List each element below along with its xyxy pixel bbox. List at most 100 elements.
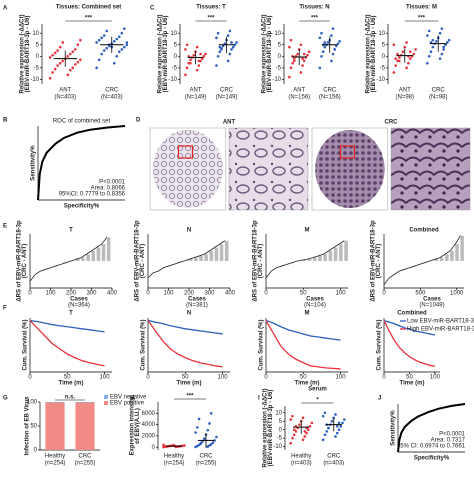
data-dot [195, 45, 199, 49]
data-dot [199, 441, 203, 445]
delta-bar [81, 257, 85, 261]
y-tick-label: 50 [30, 424, 37, 430]
data-dot [183, 444, 186, 447]
x-tick-label: 0 [264, 375, 268, 381]
data-dot [292, 433, 296, 437]
data-dot [306, 53, 309, 57]
category-note: (n=255) [196, 461, 217, 467]
survival-curve [383, 319, 436, 336]
y-tick-label: 5 [174, 42, 178, 48]
panel-title: N [187, 311, 191, 317]
data-dot [120, 48, 124, 51]
data-dot [215, 435, 218, 439]
data-dot [197, 64, 201, 67]
y-tick-label: -10 [376, 77, 385, 83]
image-zoom [390, 127, 471, 211]
data-dot [442, 48, 445, 51]
stacked-bar [45, 402, 65, 450]
x-axis-label: Cases [306, 297, 324, 303]
data-dot [209, 443, 213, 446]
data-dot [405, 66, 408, 70]
data-dot [396, 52, 399, 56]
x-axis-label: Cases [188, 297, 206, 303]
y-tick-label: 0 [152, 445, 156, 451]
data-dot [323, 45, 327, 49]
data-dot [105, 46, 109, 50]
data-dot [218, 50, 222, 53]
delta-bar [214, 247, 219, 261]
data-dot [216, 31, 220, 35]
category-note: (n=254) [45, 461, 66, 467]
y-axis-label: Cum. Survival (%) [141, 319, 147, 370]
data-dot [318, 66, 322, 70]
x-axis-note: (N=104) [304, 303, 326, 309]
y-axis-label: (EBV-miR-BART18-3p - U6) [25, 16, 31, 93]
y-axis-label: (CRC - ANT) [140, 244, 146, 278]
x-tick-label: 100 [336, 291, 347, 297]
data-dot [209, 411, 213, 415]
panel-title: Combined [409, 228, 439, 234]
roc-curve [397, 403, 466, 453]
delta-bar [307, 258, 312, 261]
data-dot [330, 34, 333, 37]
legend-label: EBV negative [110, 395, 147, 401]
data-dot [426, 61, 429, 65]
data-dot [56, 49, 59, 52]
data-dot [440, 52, 444, 56]
data-dot [61, 41, 65, 44]
data-dot [336, 42, 340, 45]
x-tick-label: 100 [163, 291, 174, 297]
annotation: 95%CI: 0.7779 to 0.8356 [59, 192, 126, 198]
delta-bar [219, 244, 224, 261]
panel-label: A [3, 6, 8, 12]
delta-bar [101, 244, 106, 261]
y-tick-label: 5 [279, 419, 283, 425]
data-dot [226, 59, 230, 63]
delta-bar [455, 244, 459, 261]
data-dot [208, 422, 211, 425]
data-dot [192, 53, 196, 57]
delta-bar [194, 257, 198, 261]
x-tick-label: 0 [146, 375, 150, 381]
data-dot [118, 50, 121, 53]
delta-bar [333, 247, 338, 261]
data-dot [323, 41, 327, 44]
x-axis-label: Time (m) [59, 381, 84, 387]
data-dot [431, 45, 435, 49]
y-tick-label: 10 [275, 410, 282, 416]
data-dot [71, 66, 75, 70]
significance-label: *** [85, 16, 93, 22]
delta-bar [91, 250, 96, 261]
delta-bar [96, 247, 101, 261]
stacked-bar [75, 402, 95, 450]
panel-title: Combined [397, 311, 427, 317]
y-axis-label: ΔRS of EBV-miR-BART18-3p [135, 220, 141, 302]
delta-bar [328, 250, 333, 261]
data-dot [115, 37, 119, 41]
data-dot [320, 55, 323, 58]
x-axis-note: (N=1049) [419, 303, 444, 309]
y-tick-label: -5 [34, 65, 40, 71]
data-dot [310, 421, 314, 425]
data-dot [112, 40, 116, 43]
y-tick-label: -10 [168, 77, 177, 83]
data-dot [298, 423, 301, 426]
data-dot [323, 411, 327, 415]
data-dot [292, 57, 296, 60]
x-tick-label: 50 [182, 375, 189, 381]
y-axis-label: ΔRS of EBV-miR-BART18-3p [17, 220, 23, 302]
delta-bar [199, 255, 203, 261]
x-tick-label: 50 [300, 291, 307, 297]
y-axis-label: Relative expression (-ΔΔCt) [263, 389, 269, 468]
data-dot [335, 425, 339, 428]
panel-label: I [258, 396, 260, 402]
x-tick-label: 100 [45, 291, 56, 297]
data-dot [289, 38, 293, 42]
y-axis-label: (CRC - ANT) [258, 244, 264, 278]
data-dot [95, 66, 98, 70]
annotation: Area: 0.7317 [431, 438, 466, 444]
data-dot [123, 27, 126, 30]
x-tick-label: 0 [28, 375, 32, 381]
panel-title: T [69, 311, 73, 317]
y-tick-label: 6000 [142, 411, 156, 417]
